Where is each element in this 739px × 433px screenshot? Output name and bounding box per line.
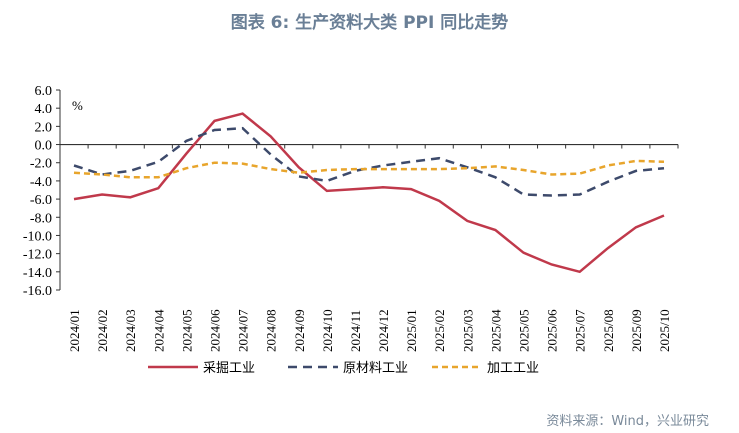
x-tick-label: 2025/05	[517, 309, 532, 352]
y-tick-label: 0.0	[35, 139, 53, 154]
x-tick-label: 2024/04	[151, 309, 166, 352]
y-tick-label: -8.0	[30, 211, 52, 226]
x-tick-label: 2025/08	[601, 309, 616, 352]
x-tick-label: 2025/09	[629, 309, 644, 352]
legend-label: 采掘工业	[203, 361, 255, 376]
y-tick-label: -16.0	[23, 284, 52, 299]
source-note: 资料来源：Wind，兴业研究	[546, 414, 709, 429]
x-tick-label: 2025/06	[545, 309, 560, 352]
x-tick-label: 2025/02	[432, 309, 447, 352]
x-tick-label: 2024/06	[208, 309, 223, 352]
y-tick-label: 6.0	[35, 84, 53, 99]
y-tick-label: -14.0	[23, 266, 52, 281]
y-tick-label: -10.0	[23, 229, 52, 244]
series-line-2	[73, 126, 665, 197]
unit-label: %	[72, 98, 83, 113]
x-tick-label: 2024/05	[179, 309, 194, 352]
y-tick-label: -12.0	[23, 248, 52, 263]
series-line-3	[73, 159, 665, 179]
legend-label: 加工工业	[487, 361, 539, 376]
x-tick-label: 2024/03	[123, 309, 138, 352]
y-tick-label: -6.0	[30, 193, 52, 208]
legend-label: 原材料工业	[343, 361, 408, 376]
y-tick-label: -4.0	[30, 175, 52, 190]
y-tick-label: 2.0	[35, 120, 53, 135]
x-tick-label: 2024/08	[264, 309, 279, 352]
series-line-1	[73, 112, 665, 274]
x-tick-label: 2024/12	[376, 309, 391, 352]
x-tick-label: 2024/02	[95, 309, 110, 352]
x-tick-label: 2024/01	[67, 309, 82, 352]
x-tick-label: 2025/01	[404, 309, 419, 352]
x-tick-label: 2025/03	[460, 309, 475, 352]
x-tick-label: 2025/07	[573, 309, 588, 352]
x-tick-label: 2024/10	[320, 309, 335, 352]
y-tick-label: 4.0	[35, 102, 53, 117]
x-tick-label: 2024/11	[348, 310, 363, 352]
x-tick-label: 2024/07	[236, 309, 251, 352]
chart-title: 图表 6: 生产资料大类 PPI 同比走势	[230, 13, 509, 33]
x-tick-label: 2025/04	[488, 309, 503, 352]
y-tick-label: -2.0	[30, 157, 52, 172]
x-tick-label: 2024/09	[292, 309, 307, 352]
x-tick-label: 2025/10	[657, 309, 672, 352]
